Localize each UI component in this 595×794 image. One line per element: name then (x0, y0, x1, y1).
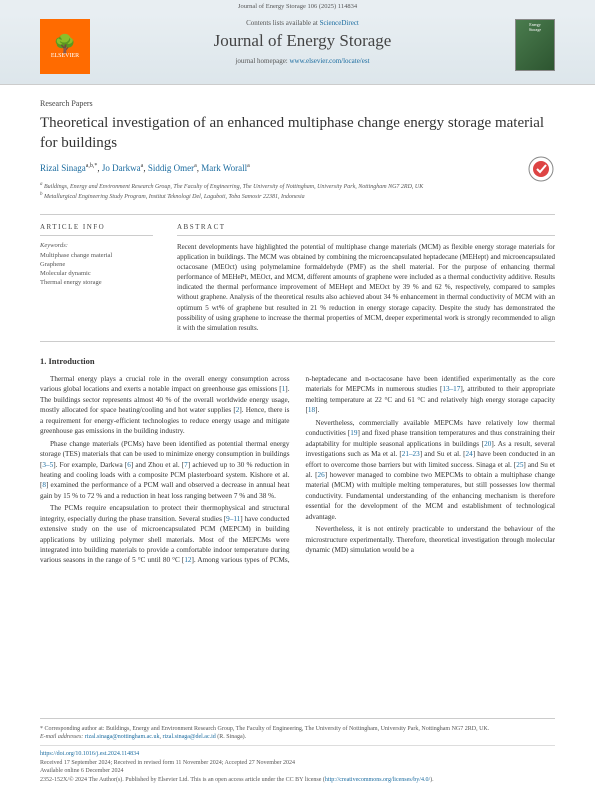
citation-link[interactable]: 3–5 (42, 461, 53, 469)
email-link[interactable]: rizal.sinaga@nottingham.ac.uk (85, 734, 160, 740)
corresponding-author: * Corresponding author at: Buildings, En… (40, 725, 555, 733)
available-line: Available online 6 December 2024 (40, 767, 555, 775)
citation-link[interactable]: 12 (184, 556, 191, 564)
homepage-link[interactable]: www.elsevier.com/locate/est (290, 57, 370, 65)
keywords: Multiphase change material Graphene Mole… (40, 251, 153, 287)
citation-link[interactable]: 24 (466, 450, 473, 458)
author-link[interactable]: Siddig Omer (148, 163, 194, 173)
publisher-name: ELSEVIER (51, 53, 79, 59)
article-title: Theoretical investigation of an enhanced… (40, 114, 555, 153)
citation-link[interactable]: 13–17 (442, 385, 460, 393)
abstract-head: ABSTRACT (177, 223, 555, 236)
journal-header: 🌳 ELSEVIER Contents lists available at S… (0, 13, 595, 85)
author-link[interactable]: Rizal Sinaga (40, 163, 86, 173)
crossmark-icon[interactable] (527, 155, 555, 183)
elsevier-logo: 🌳 ELSEVIER (40, 19, 90, 74)
journal-cover-thumb: EnergyStorage (515, 19, 555, 71)
cc-link[interactable]: http://creativecommons.org/licenses/by/4… (325, 777, 430, 783)
copyright-line: 2352-152X/© 2024 The Author(s). Publishe… (40, 776, 555, 784)
homepage-line: journal homepage: www.elsevier.com/locat… (100, 57, 505, 65)
citation-link[interactable]: 26 (318, 471, 325, 479)
author-link[interactable]: Jo Darkwa (102, 163, 141, 173)
body-text: Thermal energy plays a crucial role in t… (40, 374, 555, 566)
article-info-row: ARTICLE INFO Keywords: Multiphase change… (40, 214, 555, 342)
authors-list: Rizal Sinagaa,b,*, Jo Darkwaa, Siddig Om… (40, 163, 555, 173)
contents-line: Contents lists available at ScienceDirec… (100, 19, 505, 27)
affiliations: a Buildings, Energy and Environment Rese… (40, 181, 555, 202)
citation-link[interactable]: 21–23 (402, 450, 420, 458)
keywords-label: Keywords: (40, 242, 153, 249)
sciencedirect-link[interactable]: ScienceDirect (320, 19, 359, 27)
article-info-head: ARTICLE INFO (40, 223, 153, 236)
page-footer: * Corresponding author at: Buildings, En… (40, 718, 555, 784)
doi-header: Journal of Energy Storage 106 (2025) 114… (0, 0, 595, 13)
doi-link[interactable]: https://doi.org/10.1016/j.est.2024.11483… (40, 751, 139, 757)
section-heading: 1. Introduction (40, 356, 555, 366)
dates-line: Received 17 September 2024; Received in … (40, 759, 555, 767)
citation-link[interactable]: 9–11 (226, 515, 240, 523)
article-type: Research Papers (40, 99, 555, 108)
abstract-text: Recent developments have highlighted the… (177, 242, 555, 333)
journal-title: Journal of Energy Storage (100, 31, 505, 51)
author-link[interactable]: Mark Worall (201, 163, 247, 173)
email-link[interactable]: rizal.sinaga@del.ac.id (162, 734, 215, 740)
